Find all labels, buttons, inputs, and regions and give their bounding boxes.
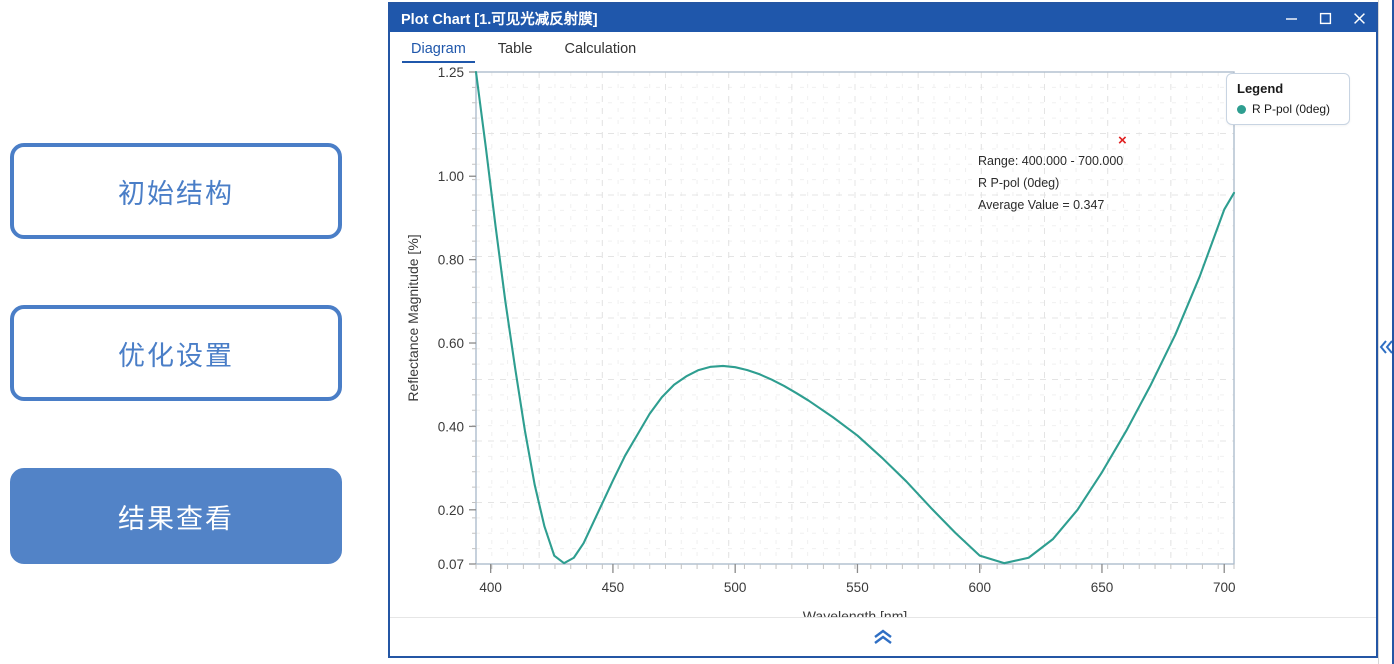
svg-text:0.40: 0.40 bbox=[438, 419, 464, 434]
y-axis-ticks bbox=[469, 71, 476, 565]
window-controls bbox=[1274, 4, 1376, 32]
chevron-double-up-icon[interactable] bbox=[872, 629, 894, 645]
svg-text:700: 700 bbox=[1213, 580, 1236, 595]
svg-text:500: 500 bbox=[724, 580, 747, 595]
window-bottom-bar bbox=[390, 617, 1376, 656]
nav-optimization-settings[interactable]: 优化设置 bbox=[10, 305, 342, 401]
nav-initial-structure[interactable]: 初始结构 bbox=[10, 143, 342, 239]
svg-text:0.60: 0.60 bbox=[438, 336, 464, 351]
svg-text:450: 450 bbox=[602, 580, 625, 595]
annotation-series: R P-pol (0deg) bbox=[978, 176, 1060, 190]
nav-result-view-label: 结果查看 bbox=[118, 503, 234, 534]
tab-table[interactable]: Table bbox=[489, 41, 542, 63]
chart-canvas-area[interactable]: 0.07 0.20 0.40 0.60 0.80 1.00 1.25 400 450 500 55… bbox=[390, 64, 1376, 620]
chart-legend[interactable]: Legend R P-pol (0deg) bbox=[1226, 73, 1350, 125]
svg-text:1.00: 1.00 bbox=[438, 169, 464, 184]
window-titlebar[interactable]: Plot Chart [1.可见光减反射膜] bbox=[390, 4, 1376, 32]
plot-chart-window: Plot Chart [1.可见光减反射膜] Diagram Table Cal… bbox=[388, 2, 1378, 658]
nav-optimization-settings-label: 优化设置 bbox=[118, 340, 234, 371]
chart-annotation: Range: 400.000 - 700.000 R P-pol (0deg) … bbox=[978, 150, 1123, 216]
svg-text:0.20: 0.20 bbox=[438, 503, 464, 518]
nav-initial-structure-label: 初始结构 bbox=[118, 178, 234, 209]
minimize-icon[interactable] bbox=[1274, 4, 1308, 32]
chevron-double-left-icon[interactable] bbox=[1379, 338, 1394, 359]
tab-calculation[interactable]: Calculation bbox=[555, 41, 645, 63]
tab-table-label: Table bbox=[497, 41, 533, 57]
svg-text:550: 550 bbox=[846, 580, 869, 595]
tab-diagram-label: Diagram bbox=[411, 41, 466, 57]
y-axis-title: Reflectance Magnitude [%] bbox=[405, 234, 421, 401]
data-series-group bbox=[474, 70, 1236, 565]
legend-entry: R P-pol (0deg) bbox=[1237, 102, 1339, 116]
series-line-r-p-pol-0deg bbox=[474, 70, 1236, 565]
svg-text:0.07: 0.07 bbox=[438, 557, 464, 572]
x-axis-tick-labels: 400 450 500 550 600 650 700 bbox=[479, 580, 1235, 595]
svg-text:0.80: 0.80 bbox=[438, 253, 464, 268]
svg-text:400: 400 bbox=[479, 580, 502, 595]
svg-text:650: 650 bbox=[1091, 580, 1114, 595]
right-collapse-rail bbox=[1378, 0, 1394, 664]
annotation-range: Range: 400.000 - 700.000 bbox=[978, 154, 1124, 168]
window-right-edge bbox=[1392, 0, 1394, 664]
legend-entry-label: R P-pol (0deg) bbox=[1252, 102, 1331, 116]
y-axis-tick-labels: 0.07 0.20 0.40 0.60 0.80 1.00 1.25 bbox=[438, 65, 464, 572]
svg-text:1.25: 1.25 bbox=[438, 65, 464, 80]
legend-title: Legend bbox=[1237, 81, 1284, 96]
tab-diagram[interactable]: Diagram bbox=[402, 41, 475, 63]
reflectance-plot[interactable]: 0.07 0.20 0.40 0.60 0.80 1.00 1.25 400 450 500 55… bbox=[390, 64, 1376, 620]
tab-bar: Diagram Table Calculation bbox=[390, 32, 1376, 64]
legend-color-swatch-icon bbox=[1237, 104, 1246, 114]
svg-text:600: 600 bbox=[968, 580, 991, 595]
tab-calculation-label: Calculation bbox=[564, 41, 637, 57]
left-nav-sidebar: 初始结构 优化设置 结果查看 bbox=[0, 0, 380, 664]
maximize-icon[interactable] bbox=[1308, 4, 1342, 32]
nav-result-view[interactable]: 结果查看 bbox=[10, 468, 342, 564]
grid-major bbox=[476, 72, 1234, 564]
annotation-average: Average Value = 0.347 bbox=[978, 198, 1105, 212]
window-title: Plot Chart [1.可见光减反射膜] bbox=[401, 11, 598, 28]
x-axis-ticks bbox=[475, 564, 1235, 573]
close-icon[interactable] bbox=[1342, 4, 1376, 32]
annotation-marker-icon: × bbox=[1118, 132, 1127, 149]
